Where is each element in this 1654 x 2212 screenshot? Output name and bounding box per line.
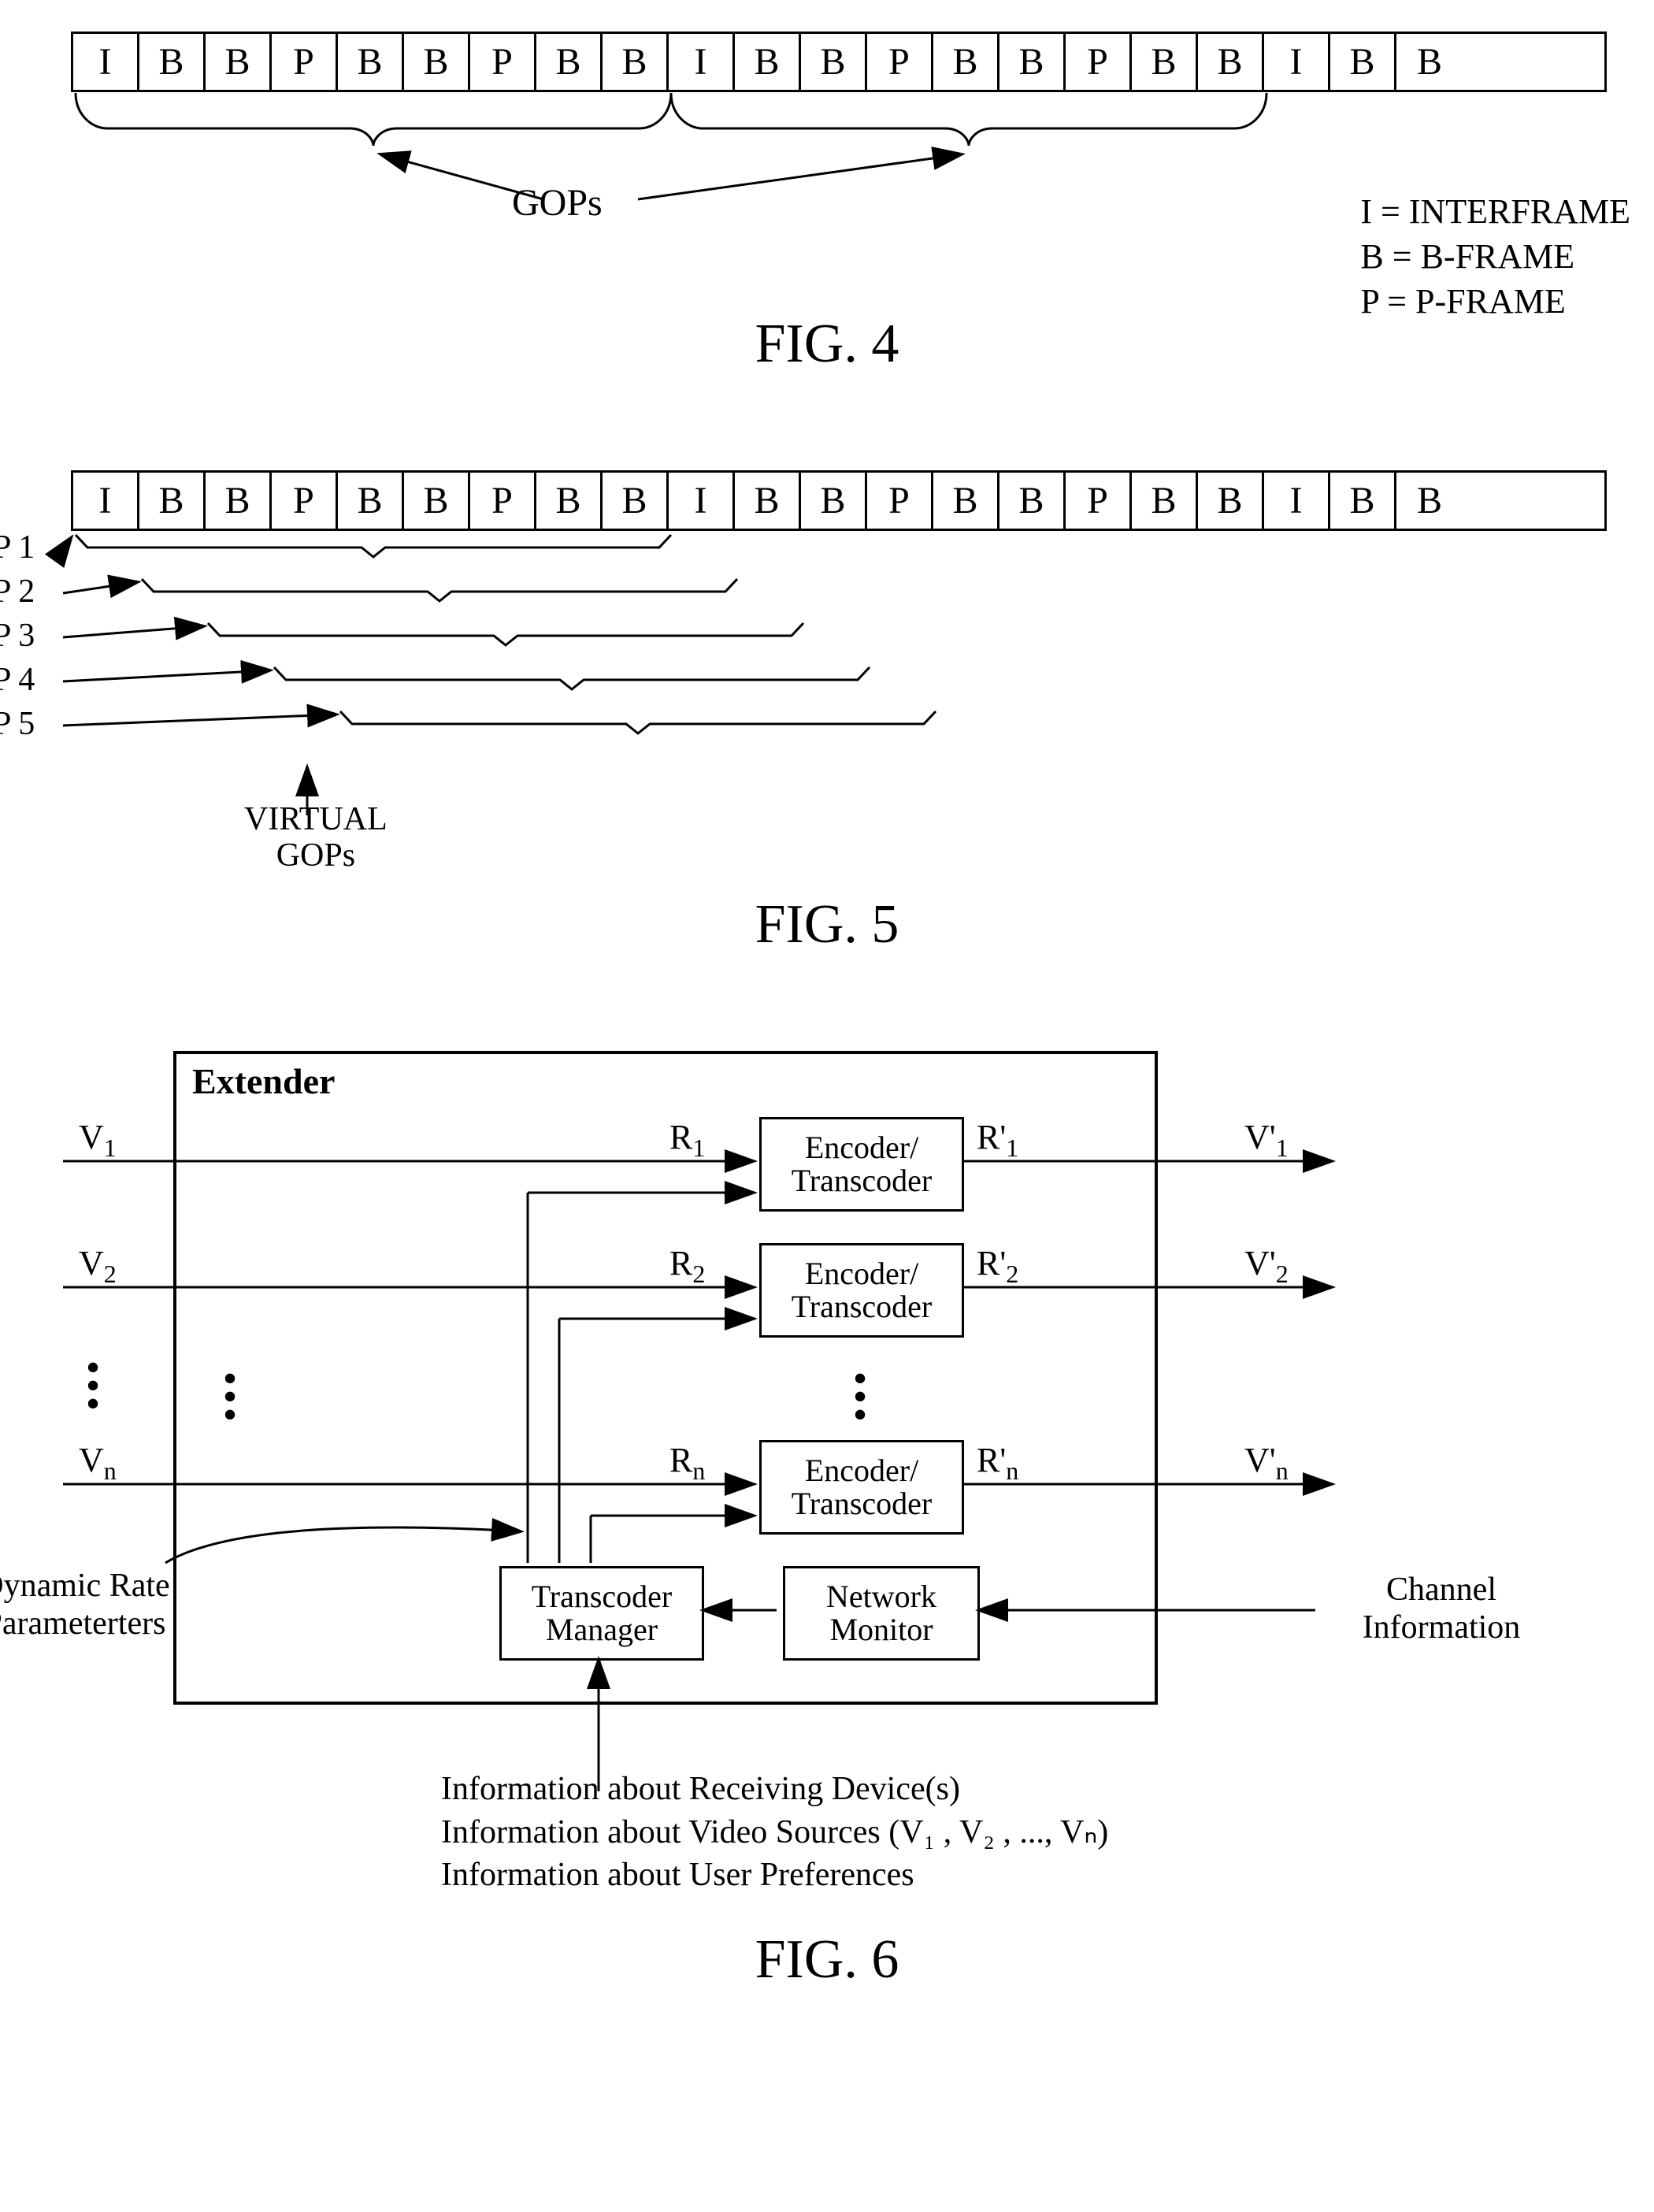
fig4-legend: I = INTERFRAME B = B-FRAME P = P-FRAME bbox=[1360, 189, 1630, 325]
frame-cell: I bbox=[73, 34, 139, 90]
vout-label: V'n bbox=[1244, 1440, 1481, 1486]
frame-cell: B bbox=[603, 34, 669, 90]
vgop-label: VGOP 5 bbox=[0, 705, 35, 743]
rin-label: R2 bbox=[669, 1243, 906, 1289]
frame-cell: B bbox=[801, 34, 867, 90]
frame-cell: B bbox=[536, 473, 603, 529]
frame-cell: B bbox=[206, 34, 272, 90]
frame-cell: B bbox=[206, 473, 272, 529]
frame-cell: B bbox=[139, 473, 206, 529]
info-line: Information about Receiving Device(s) bbox=[441, 1768, 1654, 1811]
vgop-label: VGOP 1 bbox=[0, 529, 35, 566]
rin-label: Rn bbox=[669, 1440, 906, 1486]
frame-cell: I bbox=[73, 473, 139, 529]
frame-cell: B bbox=[1396, 34, 1463, 90]
legend-line: P = P-FRAME bbox=[1360, 279, 1630, 324]
figure-6: Extender Encoder/TranscoderEncoder/Trans… bbox=[47, 1051, 1607, 1991]
frame-cell: B bbox=[139, 34, 206, 90]
legend-line: I = INTERFRAME bbox=[1360, 189, 1630, 234]
frame-cell: P bbox=[470, 473, 536, 529]
frame-cell: B bbox=[1132, 34, 1198, 90]
frame-cell: B bbox=[1330, 34, 1396, 90]
frame-cell: B bbox=[1198, 34, 1264, 90]
frame-cell: P bbox=[470, 34, 536, 90]
legend-line: B = B-FRAME bbox=[1360, 234, 1630, 279]
rout-label: R'2 bbox=[977, 1243, 1213, 1289]
frame-cell: B bbox=[999, 473, 1066, 529]
vgop-label: VGOP 3 bbox=[0, 617, 35, 655]
frame-cell: B bbox=[1396, 473, 1463, 529]
frame-cell: B bbox=[338, 473, 404, 529]
info-line: Information about Video Sources (V₁ , V₂… bbox=[441, 1811, 1654, 1854]
frame-cell: B bbox=[536, 34, 603, 90]
frame-cell: B bbox=[933, 34, 999, 90]
frame-cell: B bbox=[933, 473, 999, 529]
fig5-caption: FIG. 5 bbox=[47, 893, 1607, 956]
vin-label: V1 bbox=[79, 1117, 315, 1163]
fig6-info-lines: Information about Receiving Device(s) In… bbox=[441, 1768, 1654, 1897]
rin-label: R1 bbox=[669, 1117, 906, 1163]
figure-5: IBBPBBPBBIBBPBBPBBIBB VGOP 1VGOP 2VGOP 3… bbox=[47, 470, 1607, 956]
virtual-gops-label: VIRTUALGOPs bbox=[244, 801, 388, 874]
vgop-label: VGOP 2 bbox=[0, 573, 35, 611]
frame-cell: B bbox=[603, 473, 669, 529]
vgop-label: VGOP 4 bbox=[0, 661, 35, 699]
fig4-frame-row: IBBPBBPBBIBBPBBPBBIBB bbox=[71, 32, 1607, 92]
frame-cell: P bbox=[867, 473, 933, 529]
frame-cell: P bbox=[1066, 34, 1132, 90]
rout-label: R'1 bbox=[977, 1117, 1213, 1163]
info-line: Information about User Preferences bbox=[441, 1854, 1654, 1897]
frame-cell: P bbox=[272, 473, 338, 529]
fig5-frame-row: IBBPBBPBBIBBPBBPBBIBB bbox=[71, 470, 1607, 531]
figure-4: IBBPBBPBBIBBPBBPBBIBB I = INTERFRAME B =… bbox=[47, 32, 1607, 376]
frame-cell: P bbox=[272, 34, 338, 90]
vout-label: V'2 bbox=[1244, 1243, 1481, 1289]
frame-cell: B bbox=[735, 34, 801, 90]
dynamic-rate-label: Dynamic RateParameterters bbox=[0, 1567, 205, 1642]
vin-label: V2 bbox=[79, 1243, 315, 1289]
extender-container: Extender Encoder/TranscoderEncoder/Trans… bbox=[173, 1051, 1607, 1705]
vout-label: V'1 bbox=[1244, 1117, 1481, 1163]
fig4-braces-svg bbox=[71, 93, 1567, 298]
frame-cell: B bbox=[1132, 473, 1198, 529]
frame-cell: I bbox=[1264, 473, 1330, 529]
frame-cell: B bbox=[735, 473, 801, 529]
rout-label: R'n bbox=[977, 1440, 1213, 1486]
gops-label: GOPs bbox=[512, 181, 603, 225]
frame-cell: B bbox=[404, 473, 470, 529]
vin-label: Vn bbox=[79, 1440, 315, 1486]
frame-cell: P bbox=[867, 34, 933, 90]
vdots: ••• bbox=[87, 1358, 118, 1412]
frame-cell: I bbox=[669, 34, 735, 90]
frame-cell: P bbox=[1066, 473, 1132, 529]
frame-cell: B bbox=[1330, 473, 1396, 529]
channel-info-label: ChannelInformation bbox=[1331, 1571, 1552, 1646]
frame-cell: I bbox=[669, 473, 735, 529]
frame-cell: B bbox=[801, 473, 867, 529]
frame-cell: I bbox=[1264, 34, 1330, 90]
frame-cell: B bbox=[404, 34, 470, 90]
frame-cell: B bbox=[1198, 473, 1264, 529]
frame-cell: B bbox=[999, 34, 1066, 90]
frame-cell: B bbox=[338, 34, 404, 90]
